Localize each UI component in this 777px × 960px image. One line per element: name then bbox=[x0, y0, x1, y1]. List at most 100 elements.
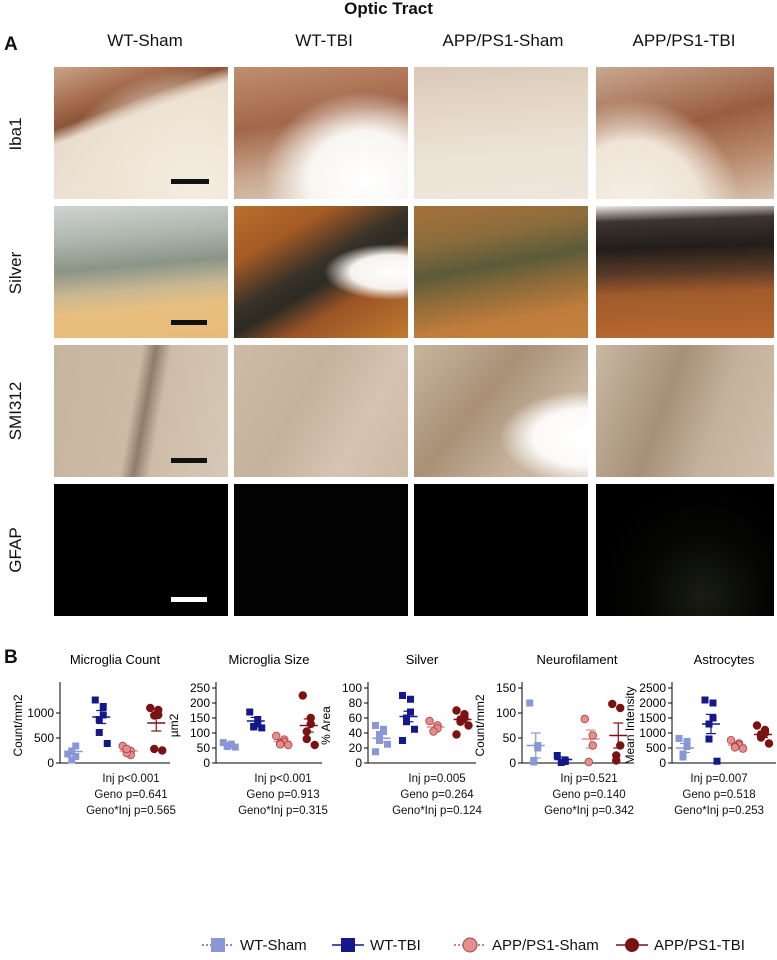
data-point bbox=[705, 720, 713, 728]
y-tick-label: 1000 bbox=[27, 706, 54, 720]
y-tick-label: 150 bbox=[190, 711, 210, 725]
data-point bbox=[411, 725, 418, 733]
figure-title: Optic Tract bbox=[344, 0, 433, 18]
stat-line: Geno*Inj p=0.342 bbox=[544, 805, 634, 817]
data-point bbox=[223, 743, 231, 750]
data-point bbox=[272, 731, 281, 741]
chart-title: Microglia Count bbox=[70, 652, 161, 667]
chart-title: Silver bbox=[406, 652, 439, 667]
micrograph-smi312-wt-sham bbox=[54, 345, 228, 477]
data-point bbox=[250, 723, 258, 731]
data-point bbox=[310, 740, 319, 750]
data-point bbox=[372, 722, 379, 729]
data-point bbox=[150, 711, 159, 720]
data-point bbox=[103, 740, 111, 747]
y-tick-label: 2500 bbox=[639, 681, 666, 695]
data-point bbox=[99, 703, 107, 710]
y-tick-label: 60 bbox=[349, 711, 363, 725]
stat-line: Geno p=0.913 bbox=[246, 789, 320, 801]
data-point bbox=[608, 699, 617, 709]
row-header-smi312: SMI312 bbox=[6, 381, 25, 441]
data-point bbox=[764, 739, 774, 748]
data-point bbox=[258, 724, 266, 732]
data-point bbox=[709, 714, 717, 722]
data-point bbox=[276, 740, 285, 749]
row-header-silver: Silver bbox=[6, 251, 25, 295]
data-point bbox=[730, 743, 740, 752]
data-point bbox=[705, 735, 713, 743]
data-point bbox=[227, 741, 235, 749]
column-header-app-tbi: APP/PS1-TBI bbox=[632, 31, 736, 50]
micrograph-smi312-app-tbi bbox=[596, 345, 774, 477]
legend-item-wt-sham: WT-Sham bbox=[200, 935, 307, 955]
data-point bbox=[231, 743, 239, 751]
y-tick-label: 1500 bbox=[639, 711, 666, 725]
data-point bbox=[580, 714, 589, 724]
y-tick-label: 0 bbox=[509, 756, 516, 770]
micrograph-iba1-wt-sham bbox=[54, 67, 228, 199]
panel-b-label: B bbox=[4, 647, 18, 668]
y-axis-label: µm2 bbox=[167, 713, 181, 737]
y-tick-label: 0 bbox=[47, 756, 54, 770]
legend: WT-Sham WT-TBI APP/PS1-Sham APP/PS1-TBI bbox=[0, 935, 777, 959]
y-tick-label: 0 bbox=[355, 756, 362, 770]
column-header-app-sham: APP/PS1-Sham bbox=[442, 31, 564, 50]
data-point bbox=[584, 757, 593, 767]
micrograph-smi312-app-sham bbox=[414, 345, 588, 477]
stats-silver: Inj p=0.005 Geno p=0.264 Geno*Inj p=0.12… bbox=[362, 771, 512, 819]
column-header-wt-sham: WT-Sham bbox=[107, 31, 183, 50]
micrograph-iba1-app-sham bbox=[414, 67, 588, 199]
legend-label: WT-TBI bbox=[370, 936, 421, 954]
data-point bbox=[612, 756, 621, 765]
y-axis-label: Mean Intensity bbox=[623, 686, 637, 764]
data-point bbox=[407, 695, 414, 703]
y-tick-label: 100 bbox=[496, 706, 516, 720]
stat-line: Inj p<0.001 bbox=[254, 773, 312, 785]
micrograph-silver-wt-tbi bbox=[234, 206, 408, 338]
chart-title: Astrocytes bbox=[694, 652, 755, 667]
data-point bbox=[376, 737, 383, 744]
stat-line: Geno*Inj p=0.565 bbox=[86, 805, 176, 817]
data-point bbox=[756, 733, 766, 742]
data-point bbox=[738, 744, 748, 753]
micrograph-smi312-wt-tbi bbox=[234, 345, 408, 477]
micrograph-gfap-wt-tbi bbox=[234, 484, 408, 616]
data-point bbox=[302, 734, 311, 744]
data-point bbox=[616, 741, 625, 750]
data-point bbox=[122, 744, 131, 754]
data-point bbox=[683, 743, 691, 750]
data-point bbox=[254, 720, 262, 728]
stat-line: Geno*Inj p=0.253 bbox=[674, 805, 764, 817]
data-point bbox=[246, 708, 254, 716]
micrograph-gfap-app-sham bbox=[414, 484, 588, 616]
micrograph-silver-app-sham bbox=[414, 206, 588, 338]
data-point bbox=[701, 696, 709, 704]
y-tick-label: 0 bbox=[659, 756, 666, 770]
chart-title: Neurofilament bbox=[537, 652, 618, 667]
data-point bbox=[95, 716, 103, 723]
y-tick-label: 500 bbox=[646, 741, 666, 755]
legend-marker-square-icon bbox=[332, 938, 364, 952]
y-axis-label: Count/mm2 bbox=[473, 694, 487, 756]
micrograph-silver-wt-sham bbox=[54, 206, 228, 338]
data-point bbox=[456, 717, 465, 726]
scale-bar bbox=[171, 320, 207, 325]
data-point bbox=[425, 716, 434, 726]
data-point bbox=[72, 742, 80, 750]
data-point bbox=[679, 753, 687, 761]
column-header-wt-tbi: WT-TBI bbox=[295, 31, 353, 50]
y-tick-label: 500 bbox=[34, 731, 54, 745]
data-point bbox=[464, 721, 473, 730]
data-point bbox=[403, 718, 410, 726]
scale-bar bbox=[171, 458, 207, 463]
data-point bbox=[403, 714, 410, 722]
panel-a-label: A bbox=[4, 34, 18, 55]
data-point bbox=[91, 696, 99, 704]
data-point bbox=[399, 692, 406, 699]
y-tick-label: 40 bbox=[349, 726, 363, 740]
stat-line: Geno p=0.264 bbox=[400, 789, 474, 801]
stat-line: Inj p=0.521 bbox=[560, 773, 618, 785]
data-point bbox=[526, 699, 534, 707]
data-point bbox=[399, 737, 406, 744]
